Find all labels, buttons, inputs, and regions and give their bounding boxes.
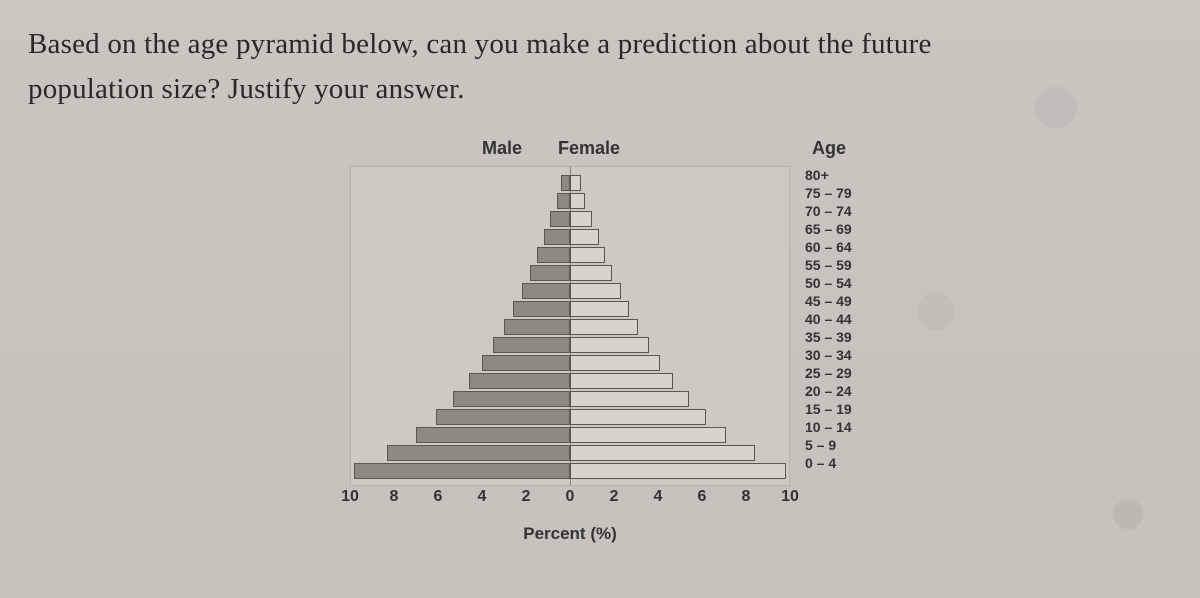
pyramid-row bbox=[351, 174, 789, 192]
x-tick: 10 bbox=[338, 488, 362, 506]
pyramid-row bbox=[351, 408, 789, 426]
age-group-label: 40 – 44 bbox=[805, 310, 852, 328]
female-bar bbox=[570, 301, 629, 317]
pyramid-row bbox=[351, 228, 789, 246]
x-tick: 2 bbox=[602, 488, 626, 506]
age-group-label: 15 – 19 bbox=[805, 400, 852, 418]
male-bar bbox=[561, 175, 570, 191]
male-bar bbox=[530, 265, 570, 281]
age-group-label: 70 – 74 bbox=[805, 202, 852, 220]
x-tick: 2 bbox=[514, 488, 538, 506]
female-bar bbox=[570, 355, 660, 371]
age-label: Age bbox=[812, 138, 846, 159]
male-bar bbox=[469, 373, 570, 389]
x-tick: 8 bbox=[734, 488, 758, 506]
male-label: Male bbox=[482, 138, 522, 159]
x-tick: 8 bbox=[382, 488, 406, 506]
female-bar bbox=[570, 193, 585, 209]
female-bar bbox=[570, 427, 726, 443]
pyramid-row bbox=[351, 390, 789, 408]
age-group-label: 20 – 24 bbox=[805, 382, 852, 400]
age-group-label: 65 – 69 bbox=[805, 220, 852, 238]
male-bar bbox=[537, 247, 570, 263]
female-bar bbox=[570, 175, 581, 191]
age-group-label: 50 – 54 bbox=[805, 274, 852, 292]
x-tick: 10 bbox=[778, 488, 802, 506]
question-line-2: population size? Justify your answer. bbox=[28, 73, 465, 105]
age-group-label: 45 – 49 bbox=[805, 292, 852, 310]
male-bar bbox=[387, 445, 570, 461]
age-group-label: 10 – 14 bbox=[805, 418, 852, 436]
question-line-1: Based on the age pyramid below, can you … bbox=[28, 28, 932, 60]
female-bar bbox=[570, 373, 673, 389]
age-pyramid-figure: Male Female Age 80+75 – 7970 – 7465 – 69… bbox=[350, 138, 910, 598]
pyramid-row bbox=[351, 300, 789, 318]
age-group-label: 80+ bbox=[805, 166, 852, 184]
female-bar bbox=[570, 445, 755, 461]
chart-area bbox=[350, 166, 790, 486]
pyramid-row bbox=[351, 210, 789, 228]
male-bar bbox=[436, 409, 570, 425]
age-group-label: 0 – 4 bbox=[805, 454, 852, 472]
age-group-label: 30 – 34 bbox=[805, 346, 852, 364]
female-bar bbox=[570, 463, 786, 479]
age-group-label: 35 – 39 bbox=[805, 328, 852, 346]
pyramid-row bbox=[351, 264, 789, 282]
pyramid-row bbox=[351, 282, 789, 300]
pyramid-row bbox=[351, 246, 789, 264]
female-bar bbox=[570, 337, 649, 353]
male-bar bbox=[416, 427, 570, 443]
pyramid-row bbox=[351, 192, 789, 210]
age-group-list: 80+75 – 7970 – 7465 – 6960 – 6455 – 5950… bbox=[805, 166, 852, 472]
x-tick: 4 bbox=[646, 488, 670, 506]
male-bar bbox=[544, 229, 570, 245]
x-tick: 6 bbox=[690, 488, 714, 506]
female-bar bbox=[570, 265, 612, 281]
male-bar bbox=[493, 337, 570, 353]
pyramid-row bbox=[351, 336, 789, 354]
pyramid-row bbox=[351, 372, 789, 390]
female-bar bbox=[570, 247, 605, 263]
age-group-label: 5 – 9 bbox=[805, 436, 852, 454]
pyramid-row bbox=[351, 318, 789, 336]
x-axis: 1086420246810 bbox=[350, 488, 790, 518]
female-bar bbox=[570, 211, 592, 227]
male-bar bbox=[557, 193, 570, 209]
x-tick: 4 bbox=[470, 488, 494, 506]
male-bar bbox=[354, 463, 570, 479]
pyramid-row bbox=[351, 462, 789, 480]
page: Based on the age pyramid below, can you … bbox=[0, 0, 1200, 598]
female-bar bbox=[570, 409, 706, 425]
age-group-label: 75 – 79 bbox=[805, 184, 852, 202]
male-bar bbox=[550, 211, 570, 227]
male-bar bbox=[504, 319, 570, 335]
question-text: Based on the age pyramid below, can you … bbox=[28, 22, 1172, 112]
female-label: Female bbox=[558, 138, 620, 159]
pyramid-row bbox=[351, 426, 789, 444]
x-tick: 0 bbox=[558, 488, 582, 506]
female-bar bbox=[570, 319, 638, 335]
chart-bars bbox=[351, 174, 789, 478]
male-bar bbox=[453, 391, 570, 407]
female-bar bbox=[570, 391, 689, 407]
male-bar bbox=[522, 283, 570, 299]
male-bar bbox=[513, 301, 570, 317]
female-bar bbox=[570, 229, 599, 245]
age-group-label: 60 – 64 bbox=[805, 238, 852, 256]
male-bar bbox=[482, 355, 570, 371]
x-axis-title: Percent (%) bbox=[350, 524, 790, 544]
x-tick: 6 bbox=[426, 488, 450, 506]
pyramid-row bbox=[351, 354, 789, 372]
female-bar bbox=[570, 283, 621, 299]
age-group-label: 25 – 29 bbox=[805, 364, 852, 382]
pyramid-row bbox=[351, 444, 789, 462]
age-group-label: 55 – 59 bbox=[805, 256, 852, 274]
